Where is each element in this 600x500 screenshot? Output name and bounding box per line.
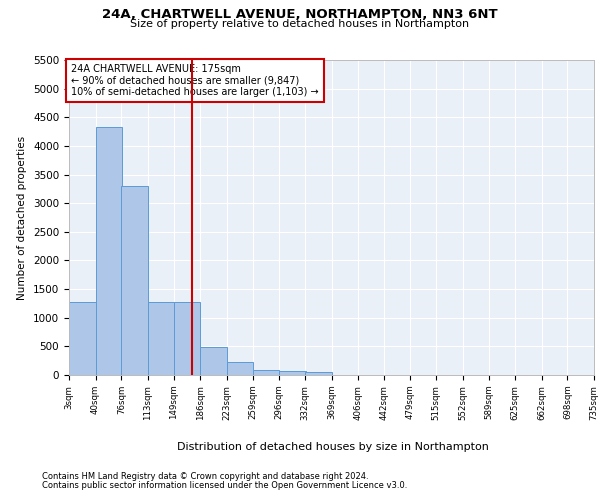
Text: 24A CHARTWELL AVENUE: 175sqm
← 90% of detached houses are smaller (9,847)
10% of: 24A CHARTWELL AVENUE: 175sqm ← 90% of de…	[71, 64, 319, 97]
Bar	[279, 372, 305, 375]
Bar	[174, 302, 200, 375]
Bar	[200, 347, 227, 375]
Text: Contains HM Land Registry data © Crown copyright and database right 2024.: Contains HM Land Registry data © Crown c…	[42, 472, 368, 481]
Text: Contains public sector information licensed under the Open Government Licence v3: Contains public sector information licen…	[42, 481, 407, 490]
Text: Size of property relative to detached houses in Northampton: Size of property relative to detached ho…	[130, 19, 470, 29]
Bar	[69, 302, 95, 375]
Bar	[227, 362, 253, 375]
Y-axis label: Number of detached properties: Number of detached properties	[17, 136, 28, 300]
Bar	[253, 370, 279, 375]
Bar	[121, 186, 148, 375]
Bar	[95, 127, 122, 375]
Bar	[148, 302, 175, 375]
Text: Distribution of detached houses by size in Northampton: Distribution of detached houses by size …	[177, 442, 489, 452]
Text: 24A, CHARTWELL AVENUE, NORTHAMPTON, NN3 6NT: 24A, CHARTWELL AVENUE, NORTHAMPTON, NN3 …	[102, 8, 498, 20]
Bar	[305, 372, 331, 375]
